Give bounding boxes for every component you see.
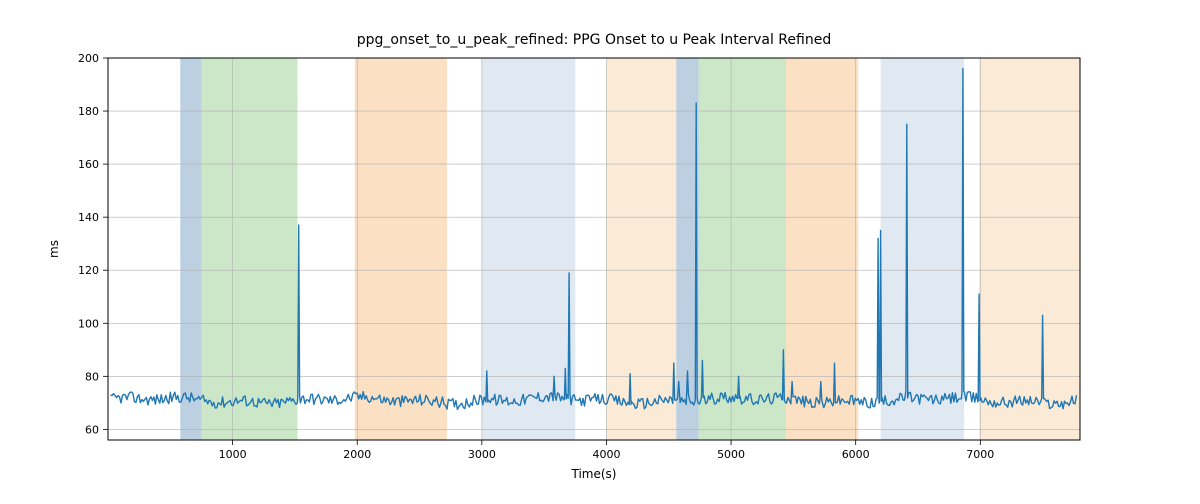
y-tick-label: 80	[85, 370, 99, 383]
x-tick-label: 4000	[592, 448, 620, 461]
shaded-band	[699, 58, 786, 440]
shaded-band	[979, 58, 1080, 440]
shaded-band	[201, 58, 297, 440]
x-tick-label: 6000	[842, 448, 870, 461]
x-tick-label: 1000	[219, 448, 247, 461]
y-tick-label: 180	[78, 105, 99, 118]
x-axis-label: Time(s)	[571, 467, 617, 481]
x-tick-label: 5000	[717, 448, 745, 461]
y-tick-label: 60	[85, 423, 99, 436]
y-tick-label: 100	[78, 317, 99, 330]
y-tick-label: 160	[78, 158, 99, 171]
shaded-band	[786, 58, 858, 440]
shaded-band	[180, 58, 201, 440]
x-tick-label: 3000	[468, 448, 496, 461]
shaded-band	[355, 58, 447, 440]
x-tick-label: 2000	[343, 448, 371, 461]
chart-svg: 1000 2000 3000 4000 5000 6000 7000 60 80 100 120 1…	[0, 0, 1200, 500]
y-tick-label: 120	[78, 264, 99, 277]
x-ticks-group: 1000 2000 3000 4000 5000 6000 7000	[219, 440, 995, 461]
y-axis-label: ms	[47, 240, 61, 258]
shaded-band	[482, 58, 575, 440]
shaded-band	[606, 58, 676, 440]
y-tick-label: 200	[78, 52, 99, 65]
y-tick-label: 140	[78, 211, 99, 224]
shaded-band	[881, 58, 964, 440]
chart-container: 1000 2000 3000 4000 5000 6000 7000 60 80 100 120 1…	[0, 0, 1200, 500]
chart-title: ppg_onset_to_u_peak_refined: PPG Onset t…	[357, 32, 831, 48]
x-tick-label: 7000	[966, 448, 994, 461]
y-ticks-group: 60 80 100 120 140 160 180 200	[78, 52, 108, 436]
